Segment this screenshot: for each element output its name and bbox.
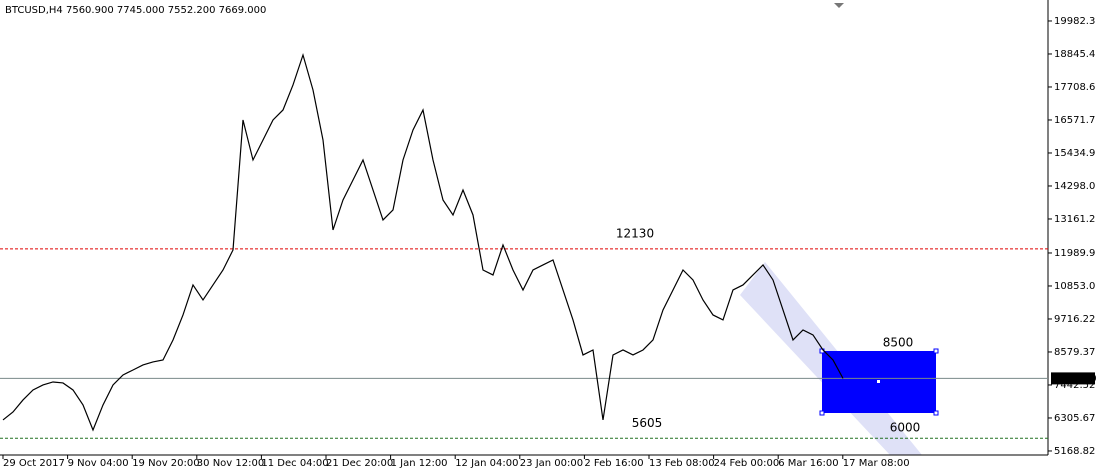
box-label: 8500 [883, 336, 914, 350]
level-label: 12130 [616, 226, 654, 240]
y-tick-label: 5168.820 [1054, 446, 1096, 457]
price-line [2, 52, 844, 432]
x-tick-label: 1 Jan 12:00 [391, 458, 448, 469]
level-label: 5605 [632, 416, 663, 430]
current-price-label: 7669.000 [1053, 373, 1096, 384]
y-tick-label: 15434.920 [1054, 148, 1096, 159]
x-tick-label: 19 Nov 20:00 [132, 458, 199, 469]
x-tick-label: 11 Dec 04:00 [261, 458, 328, 469]
x-tick-label: 12 Jan 04:00 [455, 458, 518, 469]
y-tick-label: 14298.070 [1054, 181, 1096, 192]
y-tick-label: 17708.620 [1054, 82, 1096, 93]
y-tick-label: 6305.670 [1054, 413, 1096, 424]
y-tick-label: 8579.370 [1054, 347, 1096, 358]
y-tick-label: 10853.070 [1054, 281, 1096, 292]
y-tick-label: 7442.520 [1054, 380, 1096, 391]
y-tick-label: 19982.320 [1054, 16, 1096, 27]
shift-marker [834, 3, 844, 8]
x-tick-label: 29 Oct 2017 [3, 458, 65, 469]
x-tick-label: 30 Nov 12:00 [197, 458, 264, 469]
y-tick-label: 18845.470 [1054, 49, 1096, 60]
y-tick-label: 13161.220 [1054, 214, 1096, 225]
current-price-box [1051, 372, 1095, 385]
x-tick-label: 24 Feb 00:00 [714, 458, 780, 469]
x-tick-label: 2 Feb 16:00 [584, 458, 643, 469]
x-tick-label: 13 Feb 08:00 [649, 458, 715, 469]
y-tick-label: 11989.920 [1054, 248, 1096, 259]
box-label: 6000 [890, 421, 921, 435]
x-tick-label: 23 Jan 00:00 [520, 458, 583, 469]
chart-title: BTCUSD,H4 7560.900 7745.000 7552.200 766… [5, 5, 266, 16]
x-tick-label: 21 Dec 20:00 [326, 458, 393, 469]
x-tick-label: 6 Mar 16:00 [778, 458, 838, 469]
x-tick-label: 17 Mar 08:00 [843, 458, 910, 469]
y-tick-label: 9716.220 [1054, 314, 1096, 325]
x-tick-label: 9 Nov 04:00 [68, 458, 129, 469]
y-tick-label: 16571.770 [1054, 115, 1096, 126]
